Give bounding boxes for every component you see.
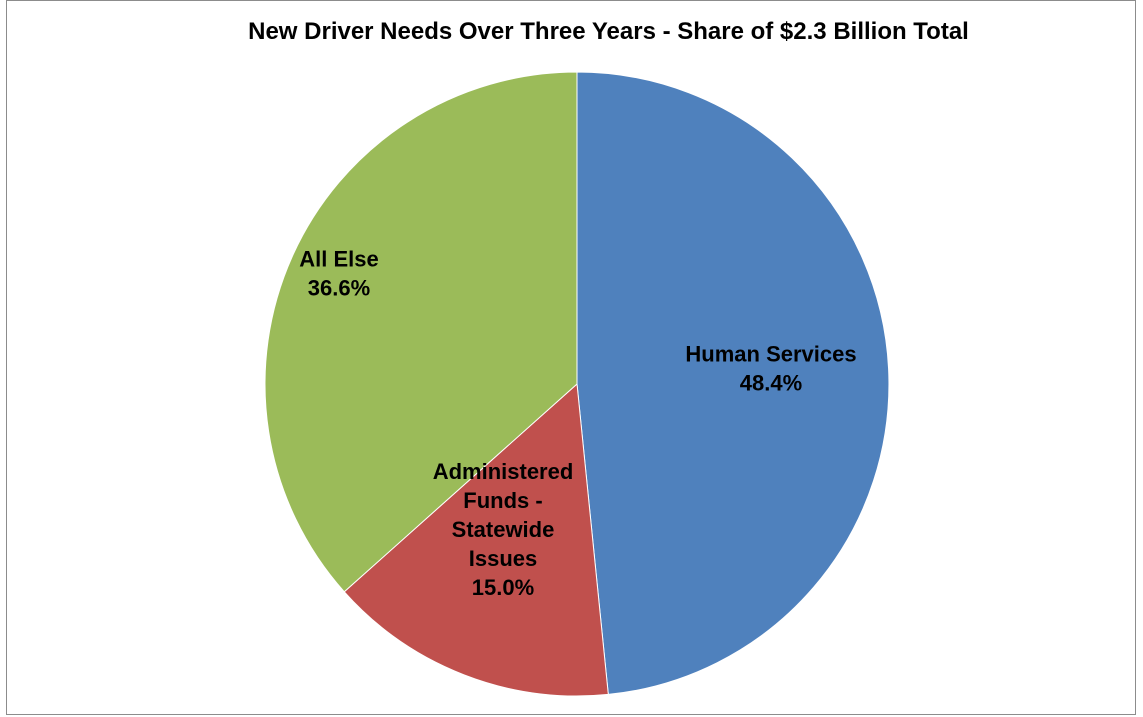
pie-slice-label-0: Human Services 48.4% — [685, 342, 856, 396]
pie-slice-label-1: Administered Funds - Statewide Issues 15.0% — [433, 459, 574, 600]
pie-slice-name-1: Funds - — [463, 488, 542, 513]
chart-title: New Driver Needs Over Three Years - Shar… — [248, 18, 969, 45]
pie-slice-2 — [264, 71, 578, 593]
pie-slice-name-1: Issues — [469, 546, 538, 571]
pie-slice-0 — [576, 71, 890, 695]
pie-slice-name-2: All Else — [299, 247, 378, 272]
pie-slice-value-0: 48.4% — [740, 371, 802, 396]
pie-slice-value-2: 36.6% — [308, 276, 370, 301]
pie-slice-name-0: Human Services — [685, 342, 856, 367]
pie-slice-name-1: Administered — [433, 459, 574, 484]
pie-slice-value-1: 15.0% — [472, 575, 534, 600]
pie-slice-1 — [343, 382, 609, 697]
pie-slice-label-2: All Else 36.6% — [299, 247, 378, 301]
pie-slice-name-1: Statewide — [452, 517, 555, 542]
